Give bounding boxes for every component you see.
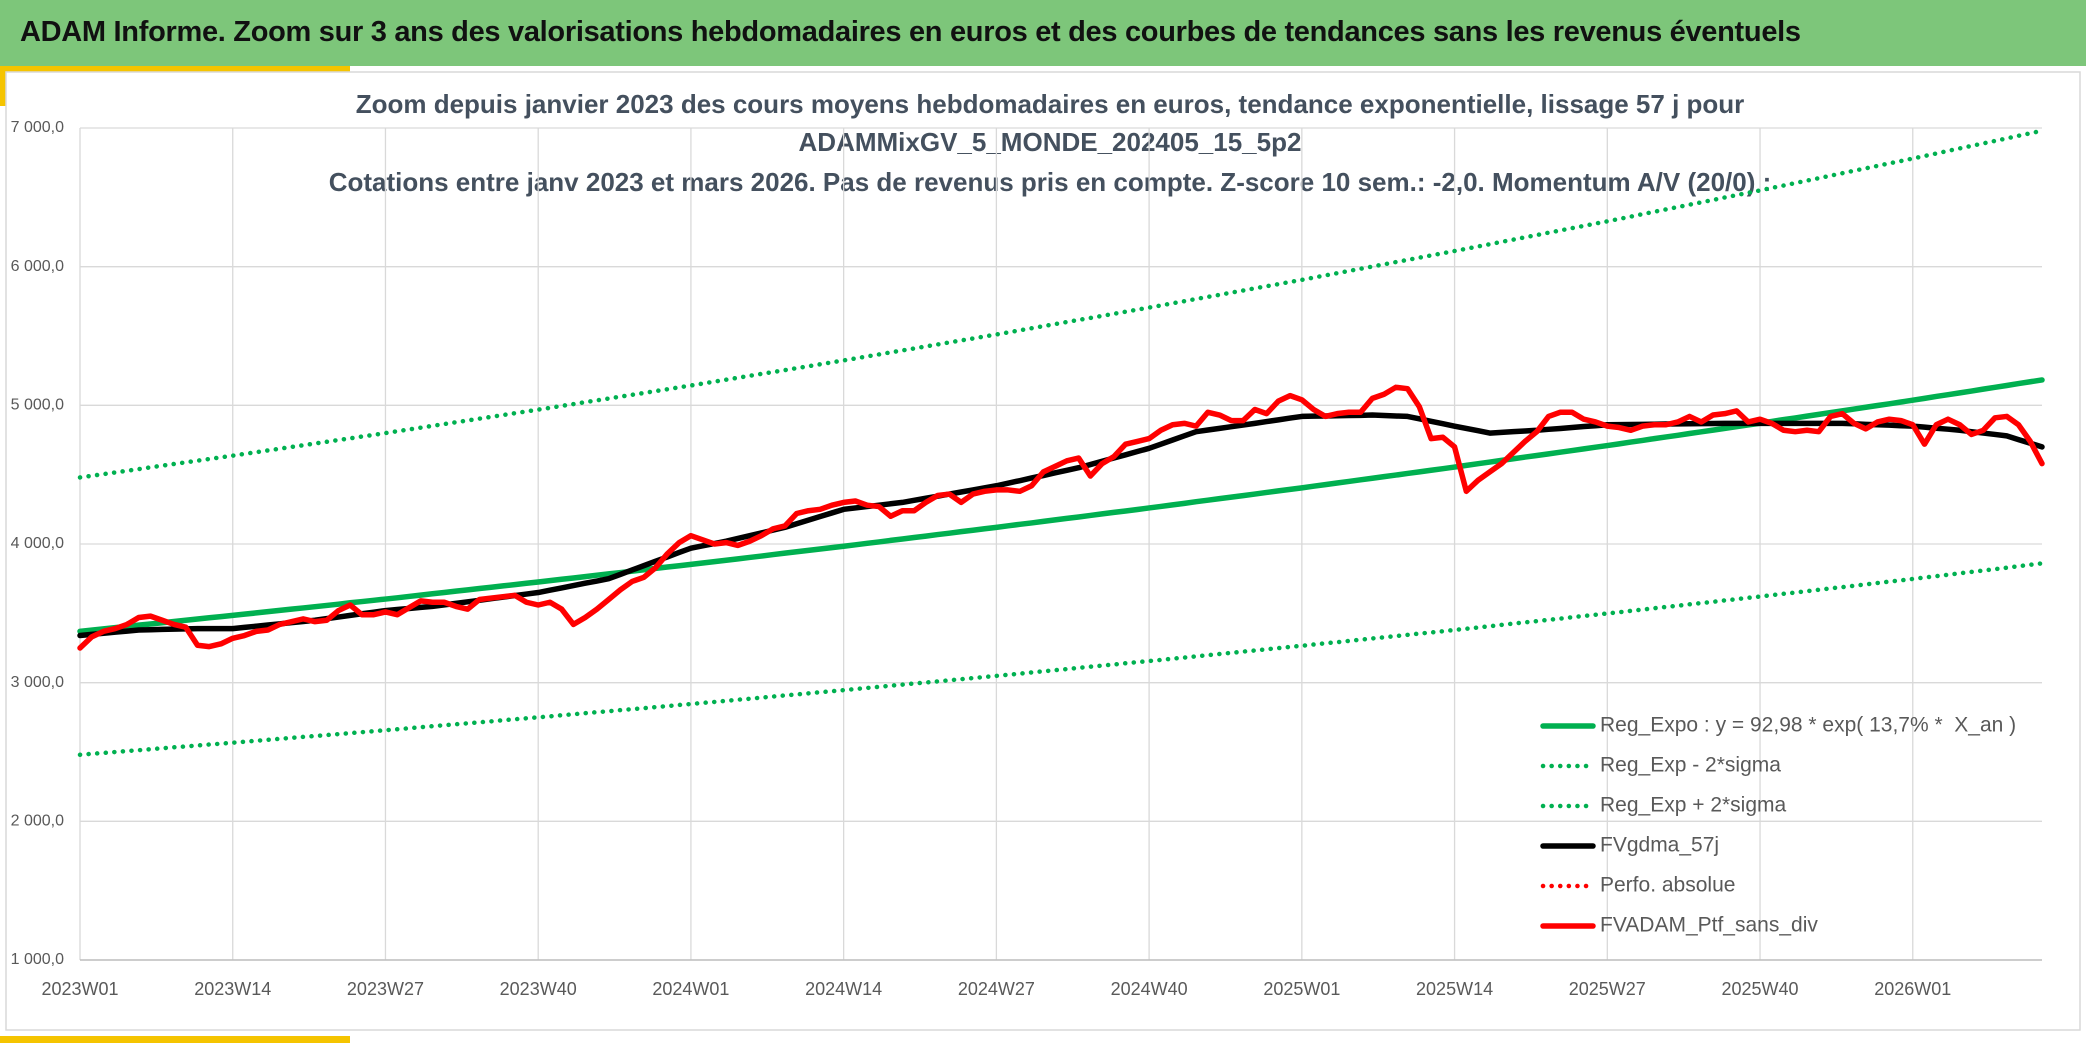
x-tick-label: 2025W40 (1722, 979, 1799, 999)
x-tick-label: 2025W01 (1263, 979, 1340, 999)
header-title: ADAM Informe. Zoom sur 3 ans des valoris… (20, 16, 1801, 48)
chart-title: ADAMMixGV_5_MONDE_202405_15_5p2 (799, 127, 1302, 157)
y-tick-label: 2 000,0 (11, 813, 64, 830)
legend-label: Reg_Expo : y = 92,98 * exp( 13,7% * X_an… (1600, 714, 2016, 737)
chart: Zoom depuis janvier 2023 des cours moyen… (5, 71, 2081, 1031)
series-line (77, 128, 2045, 480)
x-tick-label: 2023W40 (500, 979, 577, 999)
series-line (77, 377, 2045, 635)
y-tick-label: 7 000,0 (11, 119, 64, 136)
x-tick-label: 2024W01 (652, 979, 729, 999)
x-tick-label: 2024W27 (958, 979, 1035, 999)
legend-label: FVgdma_57j (1600, 834, 1719, 857)
x-tick-label: 2024W40 (1111, 979, 1188, 999)
x-tick-label: 2023W27 (347, 979, 424, 999)
y-tick-label: 6 000,0 (11, 258, 64, 275)
x-tick-label: 2025W14 (1416, 979, 1493, 999)
x-tick-label: 2023W01 (41, 979, 118, 999)
y-tick-label: 3 000,0 (11, 674, 64, 691)
accent (0, 1036, 350, 1043)
series-line (77, 384, 2045, 651)
x-tick-label: 2026W01 (1874, 979, 1951, 999)
accent (0, 66, 350, 72)
legend-label: FVADAM_Ptf_sans_div (1600, 914, 1818, 937)
x-tick-label: 2023W14 (194, 979, 271, 999)
accent (0, 66, 6, 106)
legend-label: Perfo. absolue (1600, 874, 1735, 897)
y-tick-label: 4 000,0 (11, 535, 64, 552)
header-bar: ADAM Informe. Zoom sur 3 ans des valoris… (0, 0, 2086, 66)
chart-frame (5, 71, 2081, 1031)
y-tick-label: 1 000,0 (11, 951, 64, 968)
y-tick-label: 5 000,0 (11, 397, 64, 414)
series-line (77, 561, 2045, 758)
chart-title: Zoom depuis janvier 2023 des cours moyen… (356, 89, 1745, 119)
legend-label: Reg_Exp + 2*sigma (1600, 794, 1787, 817)
x-tick-label: 2025W27 (1569, 979, 1646, 999)
x-tick-label: 2024W14 (805, 979, 882, 999)
chart-title: Cotations entre janv 2023 et mars 2026. … (329, 167, 1772, 197)
legend-label: Reg_Exp - 2*sigma (1600, 754, 1781, 777)
